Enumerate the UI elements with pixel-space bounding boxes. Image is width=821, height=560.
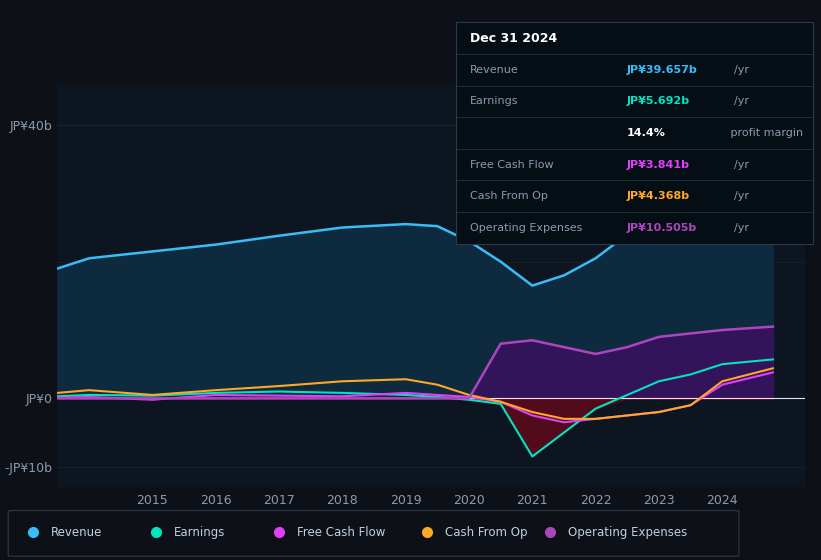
Text: JP¥3.841b: JP¥3.841b [627, 160, 690, 170]
Text: /yr: /yr [734, 223, 750, 233]
Text: 14.4%: 14.4% [627, 128, 666, 138]
Text: Dec 31 2024: Dec 31 2024 [470, 32, 557, 45]
Text: JP¥4.368b: JP¥4.368b [627, 191, 690, 201]
Text: /yr: /yr [734, 65, 750, 75]
Text: /yr: /yr [734, 191, 750, 201]
Text: Earnings: Earnings [470, 96, 518, 106]
Text: Earnings: Earnings [174, 526, 226, 539]
Text: /yr: /yr [734, 96, 750, 106]
Text: Revenue: Revenue [470, 65, 519, 75]
Text: profit margin: profit margin [727, 128, 803, 138]
Text: Revenue: Revenue [51, 526, 103, 539]
Text: JP¥39.657b: JP¥39.657b [627, 65, 698, 75]
Text: JP¥5.692b: JP¥5.692b [627, 96, 690, 106]
Text: Cash From Op: Cash From Op [470, 191, 548, 201]
Text: Cash From Op: Cash From Op [445, 526, 527, 539]
Text: Operating Expenses: Operating Expenses [568, 526, 687, 539]
Text: Free Cash Flow: Free Cash Flow [297, 526, 386, 539]
Text: JP¥10.505b: JP¥10.505b [627, 223, 697, 233]
Text: Operating Expenses: Operating Expenses [470, 223, 582, 233]
Text: Free Cash Flow: Free Cash Flow [470, 160, 553, 170]
Text: /yr: /yr [734, 160, 750, 170]
